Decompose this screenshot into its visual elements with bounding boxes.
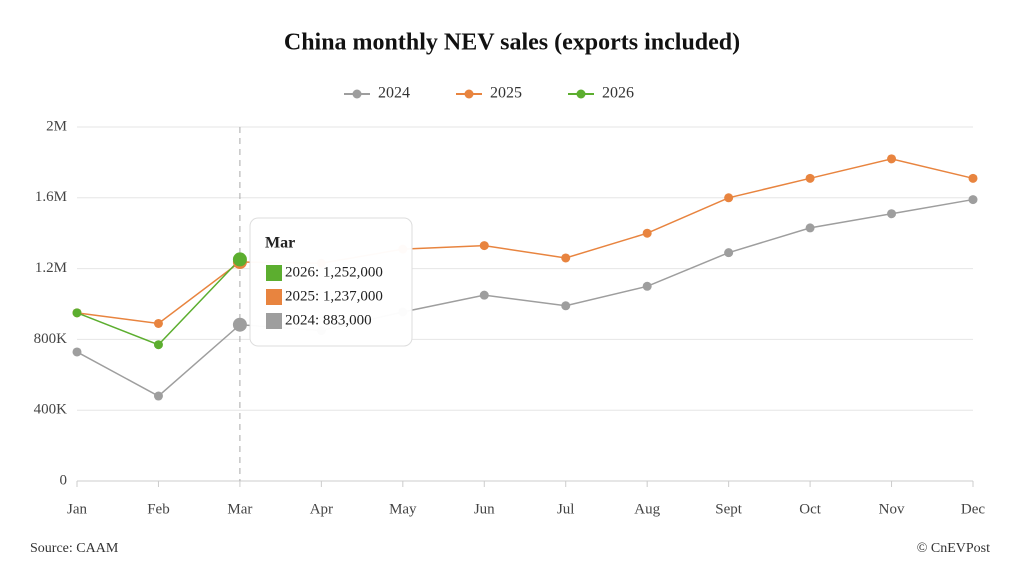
x-tick-label: Dec [961,501,985,517]
x-tick-label: Nov [879,501,905,517]
x-tick-label: Jan [67,501,87,517]
x-tick-label: Jul [557,501,575,517]
data-point [153,391,163,401]
tooltip-title: Mar [265,235,295,252]
data-point [72,308,82,318]
x-tick-label: Sept [715,501,743,517]
data-point [887,154,897,164]
y-tick-label: 1.6M [35,189,67,205]
data-point [153,340,163,350]
data-point [232,252,247,267]
tooltip-box [249,217,413,347]
x-tick-label: Mar [227,501,252,517]
x-tick-label: Feb [147,501,170,517]
x-tick-label: Jun [474,501,495,517]
chart-title: China monthly NEV sales (exports include… [284,30,740,56]
data-point [642,281,652,291]
credit: © CnEVPost [917,541,990,556]
tooltip-swatch [266,265,282,281]
data-point [72,347,82,357]
data-point [724,248,734,258]
tooltip: Mar 2026: 1,252,000 2025: 1,237,000 2024: 8… [249,217,413,347]
series-line [76,198,974,397]
data-point [153,318,163,328]
data-point [232,317,247,332]
data-point [805,173,815,183]
x-tick-label: Oct [799,501,821,517]
data-point [642,228,652,238]
data-point [968,195,978,205]
tooltip-item: 2024: 883,000 [285,312,372,328]
x-tick-label: Apr [310,501,333,517]
data-point [561,253,571,263]
legend-label: 2025 [490,85,522,102]
data-point [561,301,571,311]
data-point [479,241,489,251]
data-point [479,290,489,300]
series-line [76,258,241,346]
legend-marker [352,89,362,99]
data-point [805,223,815,233]
source: Source: CAAM [30,541,119,556]
data-point [887,209,897,219]
y-tick-label: 0 [60,472,68,488]
legend-marker [576,89,586,99]
legend-marker [464,89,474,99]
y-tick-label: 1.2M [35,260,67,276]
legend-label: 2024 [378,85,410,102]
y-tick-label: 800K [34,331,68,347]
tooltip-item: 2026: 1,252,000 [285,264,383,280]
series-line [76,158,974,325]
data-point [968,173,978,183]
x-tick-label: May [389,501,417,517]
data-point [724,193,734,203]
x-tick-label: Aug [634,501,660,517]
y-tick-label: 2M [46,118,67,134]
y-tick-label: 400K [34,402,68,418]
tooltip-item: 2025: 1,237,000 [285,288,383,304]
legend-label: 2026 [602,85,634,102]
tooltip-swatch [266,313,282,329]
tooltip-swatch [266,289,282,305]
